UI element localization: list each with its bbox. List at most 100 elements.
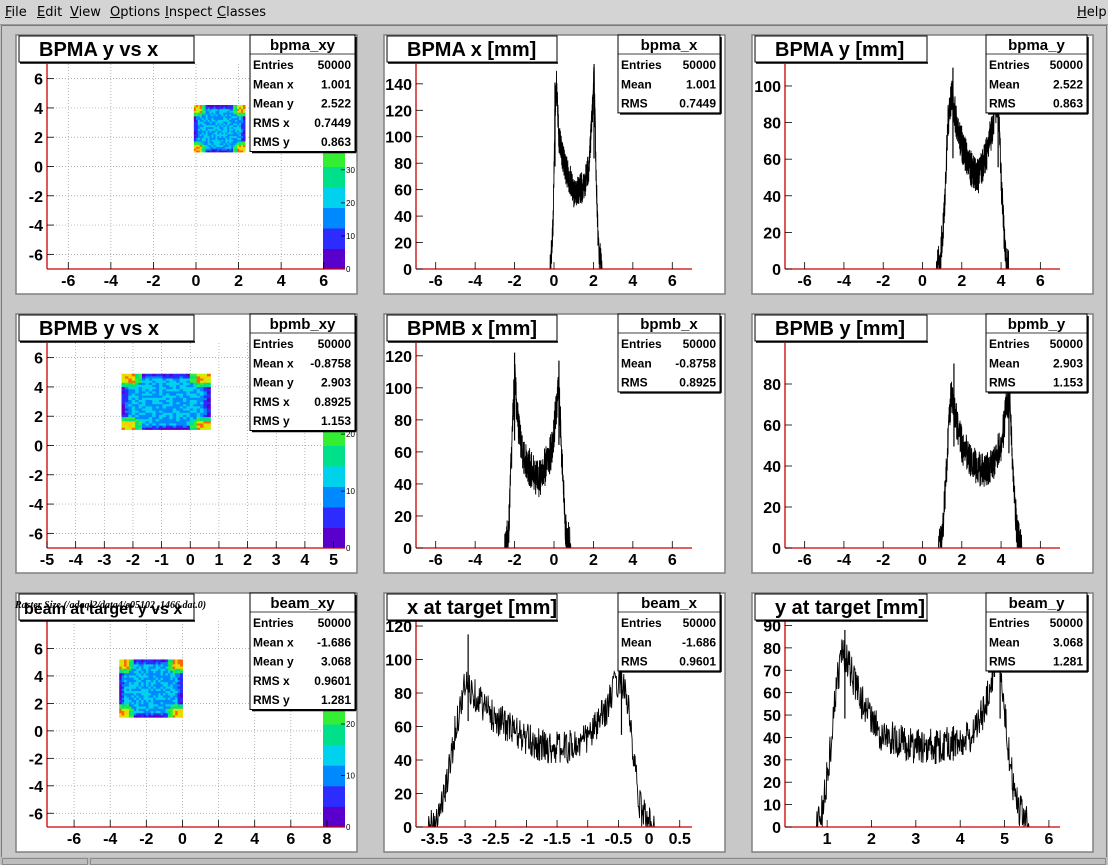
- heatmap-cell: [229, 139, 232, 142]
- heatmap-cell: [180, 710, 183, 714]
- heatmap-cell: [133, 692, 137, 696]
- heatmap-cell: [141, 661, 145, 665]
- heatmap-cell: [231, 119, 234, 122]
- heatmap-cell: [200, 416, 204, 420]
- heatmap-cell: [131, 668, 135, 672]
- menu-inspect[interactable]: Inspect: [165, 5, 213, 20]
- heatmap-cell: [167, 710, 171, 714]
- heatmap-cell: [231, 105, 234, 108]
- stats-box: [249, 592, 356, 710]
- heatmap-cell: [148, 672, 152, 676]
- heatmap-cell: [131, 397, 136, 400]
- heatmap-cell: [217, 148, 220, 151]
- heatmap-cell: [169, 390, 174, 394]
- heatmap-cell: [242, 148, 246, 151]
- heatmap-cell: [162, 427, 167, 430]
- heatmap-cell: [205, 108, 209, 111]
- x-tick-label: 3: [272, 552, 281, 569]
- heatmap-cell: [221, 105, 224, 108]
- heatmap-cell: [197, 137, 201, 140]
- heatmap-cell: [124, 703, 128, 707]
- menu-view[interactable]: View: [70, 5, 101, 20]
- x-tick-label: 0: [645, 831, 654, 848]
- heatmap-cell: [145, 699, 149, 703]
- stats-value: 50000: [1050, 616, 1084, 630]
- heatmap-cell: [193, 373, 198, 377]
- heatmap-cell: [150, 712, 154, 716]
- heatmap-cell: [167, 694, 171, 698]
- heatmap-cell: [217, 141, 220, 144]
- x-tick-label: 4: [997, 552, 1006, 569]
- heatmap-cell: [172, 714, 176, 718]
- heatmap-cell: [241, 133, 244, 137]
- heatmap-cell: [119, 672, 123, 676]
- heatmap-cell: [119, 663, 123, 667]
- stats-name: beam_x: [641, 595, 698, 612]
- heatmap-cell: [225, 112, 228, 115]
- chart-title: BPMA y [mm]: [775, 39, 904, 61]
- heatmap-cell: [195, 142, 199, 146]
- heatmap-cell: [203, 407, 208, 411]
- heatmap-cell: [209, 144, 213, 147]
- heatmap-cell: [242, 105, 246, 108]
- heatmap-cell: [203, 124, 207, 128]
- heatmap-cell: [211, 115, 215, 119]
- heatmap-cell: [155, 375, 160, 379]
- heatmap-cell: [165, 418, 170, 422]
- heatmap-cell: [239, 130, 242, 133]
- heatmap-cell: [189, 427, 194, 430]
- heatmap-cell: [225, 108, 228, 111]
- stats-name: bpma_xy: [270, 37, 336, 54]
- menu-file[interactable]: File: [5, 5, 27, 20]
- heatmap-cell: [227, 126, 230, 129]
- heatmap-cell: [126, 679, 130, 683]
- heatmap-cell: [152, 427, 157, 430]
- heatmap-cell: [211, 137, 215, 140]
- heatmap-cell: [199, 135, 203, 138]
- heatmap-cell: [223, 135, 226, 138]
- heatmap-cell: [124, 710, 128, 714]
- heatmap-cell: [155, 397, 160, 400]
- menu-classes[interactable]: Classes: [217, 5, 266, 20]
- heatmap-cell: [119, 694, 123, 698]
- chart-title: BPMB x [mm]: [407, 318, 537, 340]
- heatmap-cell: [213, 124, 216, 128]
- heatmap-cell: [165, 683, 169, 687]
- heatmap-cell: [219, 108, 222, 111]
- heatmap-cell: [124, 692, 128, 696]
- heatmap-cell: [177, 688, 181, 692]
- heatmap-cell: [205, 121, 209, 124]
- heatmap-cell: [128, 414, 133, 418]
- menu-options[interactable]: Options: [110, 5, 161, 20]
- color-scale-label: 20: [346, 720, 355, 729]
- heatmap-cell: [131, 688, 135, 692]
- menu-help[interactable]: Help: [1077, 5, 1107, 20]
- menu-edit[interactable]: Edit: [37, 5, 63, 20]
- heatmap-cell: [150, 697, 154, 700]
- heatmap-cell: [121, 414, 126, 418]
- heatmap-cell: [177, 714, 181, 718]
- heatmap-cell: [167, 699, 171, 703]
- heatmap-cell: [155, 401, 160, 405]
- y-tick-label: 4: [34, 669, 43, 686]
- heatmap-cell: [200, 384, 204, 388]
- stats-key: RMS: [621, 655, 648, 669]
- heatmap-cell: [189, 422, 194, 426]
- heatmap-cell: [131, 375, 136, 379]
- heatmap-cell: [158, 672, 162, 676]
- heatmap-cell: [195, 132, 199, 135]
- heatmap-cell: [163, 708, 166, 711]
- heatmap-cell: [179, 405, 184, 409]
- heatmap-cell: [133, 672, 137, 676]
- heatmap-cell: [172, 422, 177, 426]
- heatmap-cell: [211, 148, 215, 151]
- heatmap-cell: [180, 672, 183, 676]
- heatmap-cell: [242, 135, 246, 138]
- heatmap-cell: [217, 132, 220, 135]
- heatmap-cell: [182, 393, 187, 396]
- heatmap-cell: [141, 393, 146, 396]
- x-tick-label: -2.5: [482, 831, 510, 848]
- heatmap-cell: [121, 677, 125, 680]
